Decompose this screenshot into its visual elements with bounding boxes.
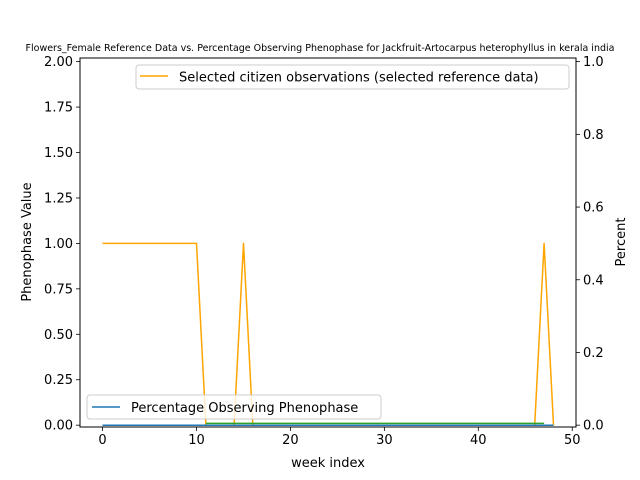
y-left-tick-label: 0.75	[44, 282, 73, 297]
x-tick-label: 20	[282, 433, 299, 448]
x-tick-label: 0	[98, 433, 106, 448]
y-left-tick-label: 2.00	[44, 55, 73, 70]
x-axis: 0 10 20 30 40 50	[98, 427, 581, 448]
y-right-tick-label: 0.2	[583, 346, 604, 361]
y-left-tick-label: 1.25	[44, 191, 73, 206]
y-left-tick-label: 1.00	[44, 237, 73, 252]
y-right-tick-label: 0.6	[583, 201, 604, 216]
y-right-tick-label: 0.8	[583, 128, 604, 143]
chart-title: Flowers_Female Reference Data vs. Percen…	[26, 43, 615, 54]
y-axis-left-label: Phenophase Value	[20, 182, 35, 301]
plot-frame	[79, 57, 577, 428]
legend-upper-label: Selected citizen observations (selected …	[179, 71, 539, 86]
x-tick-label: 10	[188, 433, 205, 448]
x-tick-label: 50	[564, 433, 581, 448]
legend-lower-label: Percentage Observing Phenophase	[131, 401, 358, 416]
legend-lower-box	[86, 394, 382, 420]
y-axis-left: 0.00 0.25 0.50 0.75 1.00 1.25 1.50 1.75 2.00	[44, 55, 80, 434]
y-left-tick-label: 0.50	[44, 328, 73, 343]
y-left-tick-label: 0.00	[44, 419, 73, 434]
y-left-tick-label: 0.25	[44, 373, 73, 388]
x-tick-label: 30	[376, 433, 393, 448]
series-layer	[102, 242, 555, 426]
y-right-tick-label: 0.4	[583, 273, 604, 288]
legend-lower-left: Percentage Observing Phenophase	[86, 394, 382, 420]
y-right-tick-label: 1.0	[583, 55, 604, 70]
x-axis-label: week index	[291, 456, 365, 471]
y-right-tick-label: 0.0	[583, 419, 604, 434]
x-tick-label: 40	[470, 433, 487, 448]
y-left-tick-label: 1.75	[44, 101, 73, 116]
y-axis-right: 0.0 0.2 0.4 0.6 0.8 1.0	[576, 55, 604, 434]
y-axis-right-label: Percent	[614, 218, 629, 267]
legend-upper-box	[135, 64, 570, 90]
legend-upper-right: Selected citizen observations (selected …	[135, 64, 570, 90]
y-left-tick-label: 1.50	[44, 146, 73, 161]
